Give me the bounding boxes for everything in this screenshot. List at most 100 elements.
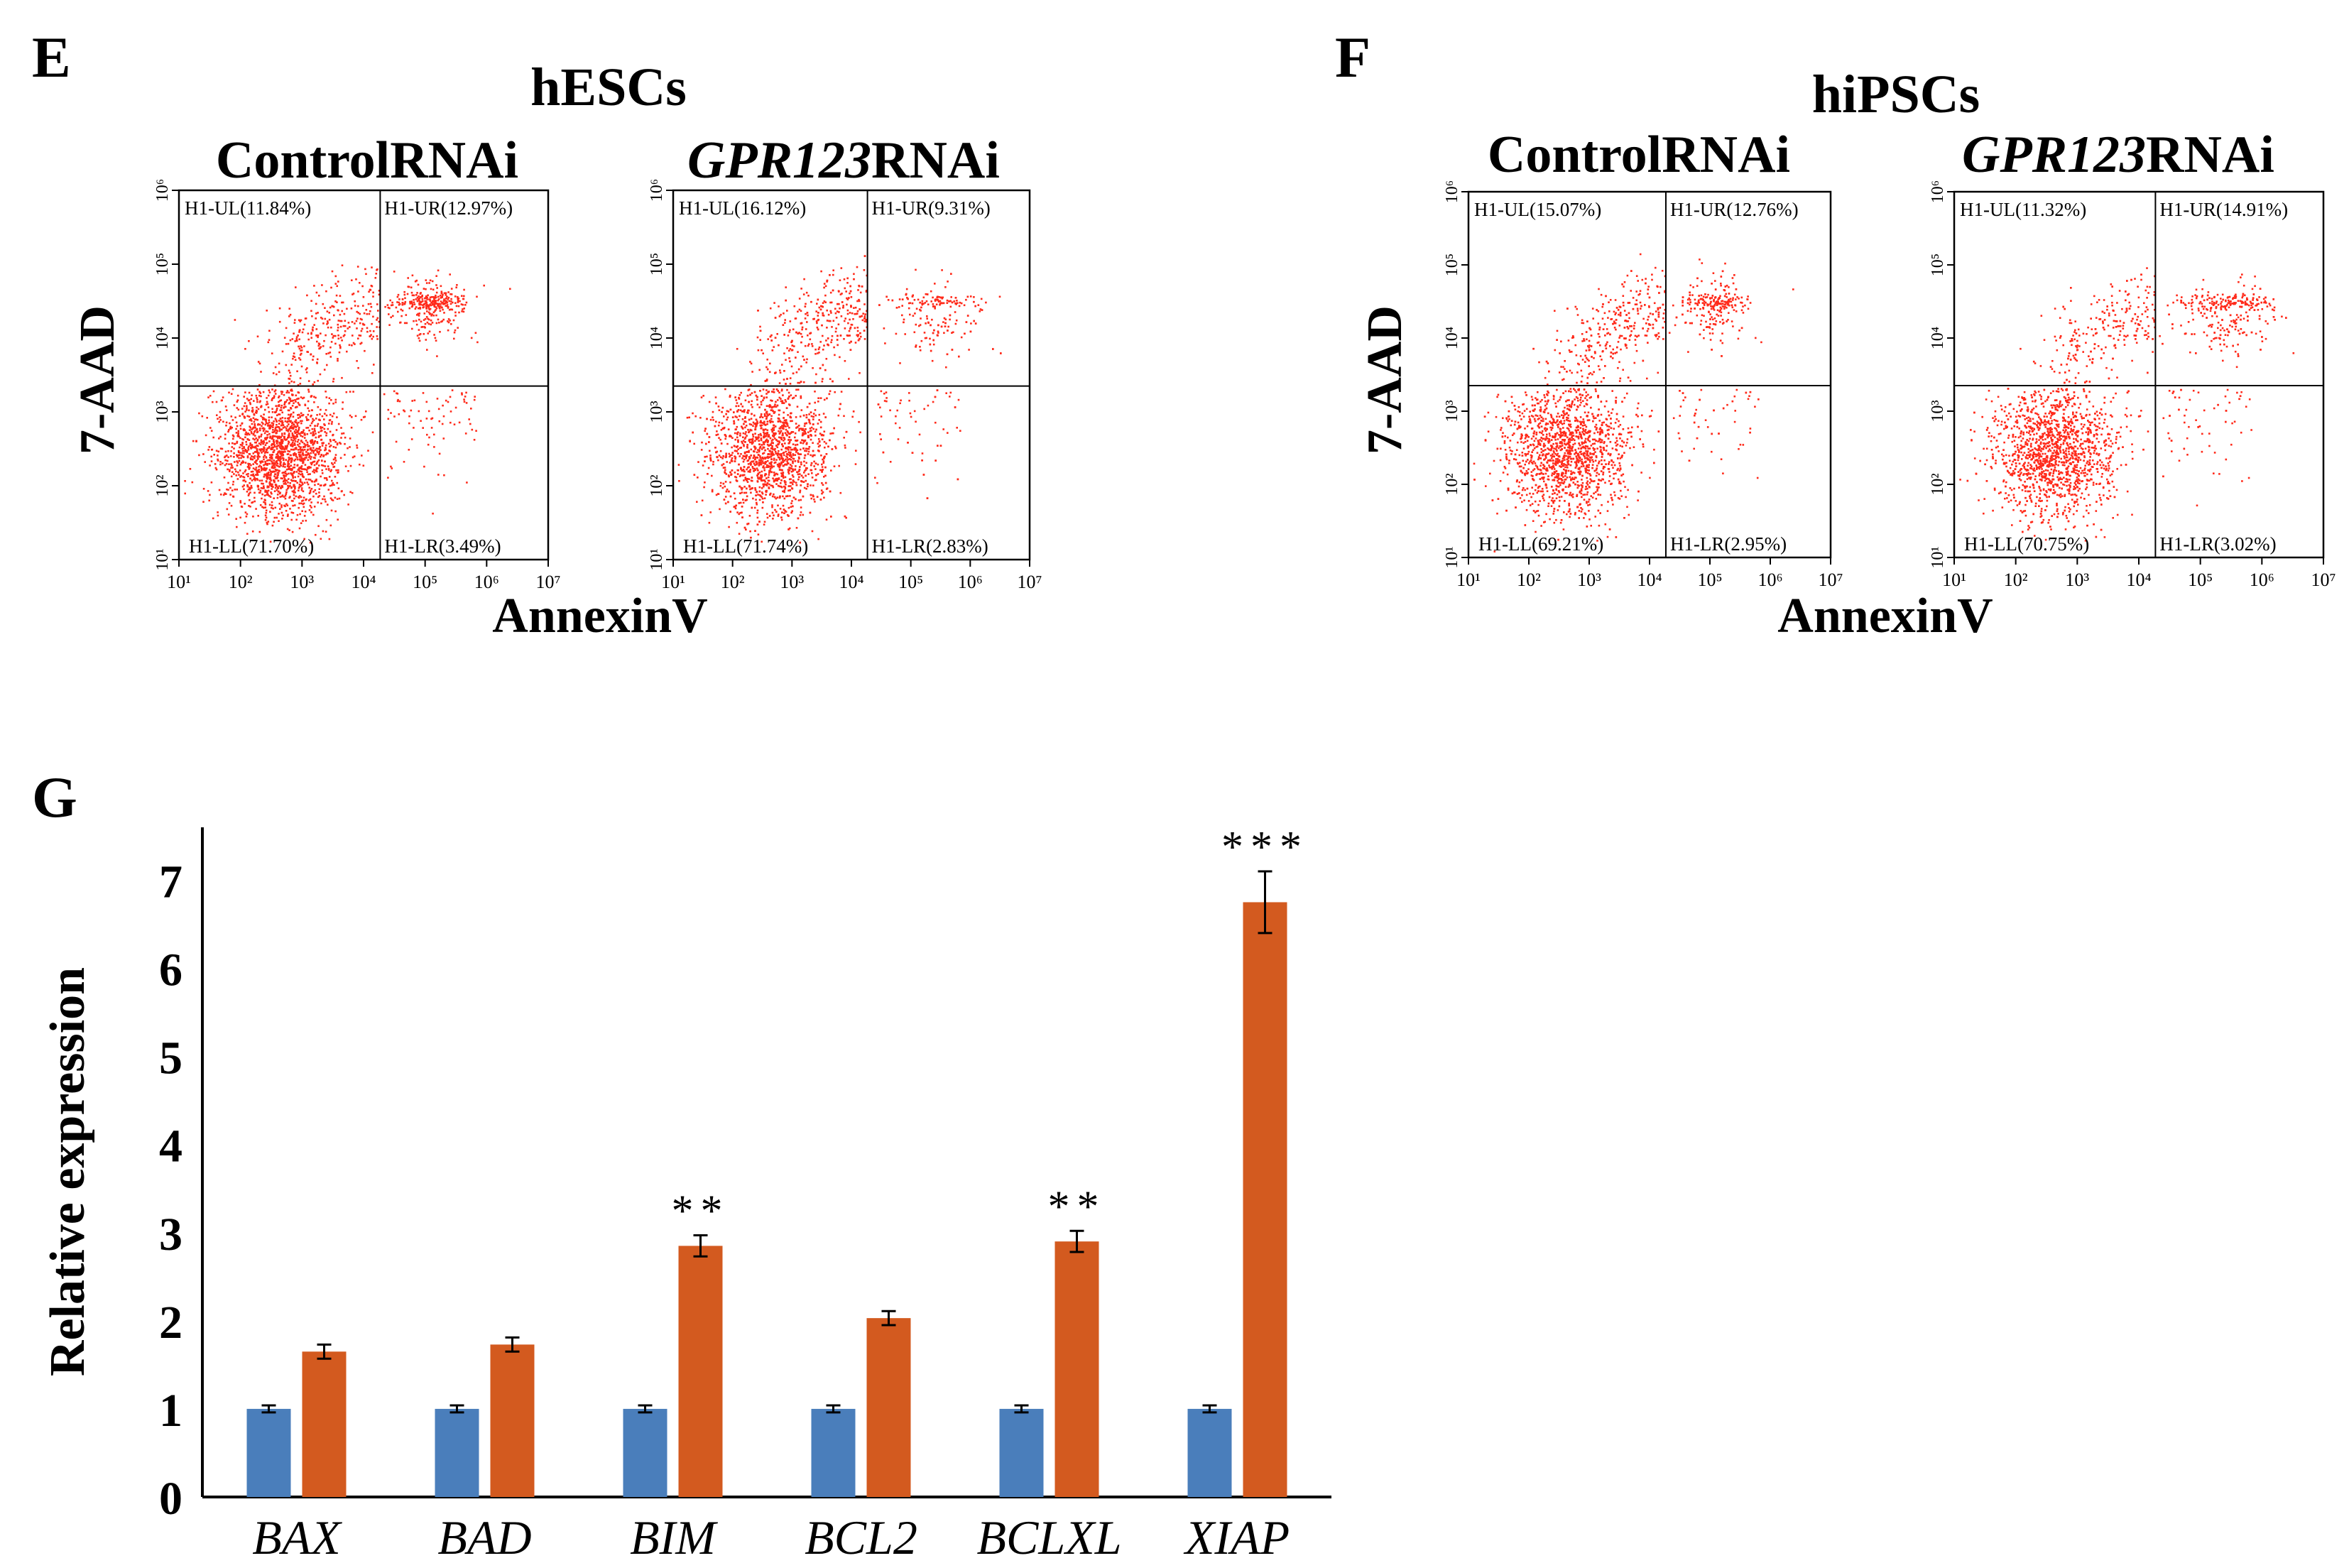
event-dot — [770, 399, 772, 402]
event-dot — [857, 289, 859, 291]
event-dot — [252, 437, 254, 440]
event-dot — [237, 430, 239, 432]
event-dot — [716, 493, 719, 495]
event-dot — [245, 431, 247, 434]
event-dot — [285, 364, 288, 366]
event-dot — [746, 444, 748, 446]
event-dot — [281, 446, 284, 449]
event-dot — [778, 442, 780, 445]
event-dot — [271, 462, 273, 464]
event-dot — [418, 295, 420, 298]
event-dot — [426, 433, 428, 436]
event-dot — [751, 439, 754, 442]
event-dot — [276, 409, 278, 411]
event-dot — [225, 421, 228, 424]
event-dot — [949, 396, 951, 398]
event-dot — [252, 463, 254, 465]
event-dot — [782, 445, 784, 447]
event-dot — [263, 458, 265, 461]
event-dot — [785, 458, 787, 461]
event-dot — [842, 306, 844, 309]
event-dot — [210, 455, 212, 458]
event-dot — [295, 455, 298, 457]
event-dot — [296, 425, 299, 428]
event-dot — [280, 436, 282, 438]
event-dot — [293, 491, 295, 494]
event-dot — [407, 285, 410, 288]
event-dot — [782, 394, 784, 396]
event-dot — [248, 445, 250, 447]
event-dot — [305, 454, 307, 457]
event-dot — [351, 456, 354, 459]
event-dot — [336, 443, 339, 446]
event-dot — [320, 484, 322, 486]
event-dot — [790, 341, 792, 344]
event-dot — [243, 447, 246, 450]
event-dot — [889, 409, 891, 412]
event-dot — [718, 437, 720, 439]
event-dot — [462, 310, 465, 313]
event-dot — [289, 374, 292, 377]
event-dot — [725, 490, 728, 493]
event-dot — [821, 324, 823, 327]
event-dot — [264, 408, 266, 411]
event-dot — [463, 401, 466, 403]
event-dot — [228, 442, 230, 445]
event-dot — [765, 389, 768, 391]
event-dot — [280, 440, 283, 442]
event-dot — [794, 432, 797, 435]
event-dot — [779, 437, 782, 439]
event-dot — [776, 463, 779, 466]
event-dot — [774, 317, 777, 319]
event-dot — [398, 413, 400, 415]
event-dot — [800, 484, 802, 486]
event-dot — [326, 479, 328, 481]
event-dot — [290, 443, 293, 445]
event-dot — [772, 420, 774, 423]
event-dot — [778, 409, 780, 412]
event-dot — [423, 319, 425, 321]
event-dot — [805, 469, 807, 471]
event-dot — [804, 344, 807, 347]
event-dot — [447, 306, 449, 308]
event-dot — [290, 469, 293, 471]
event-dot — [244, 503, 246, 505]
event-dot — [770, 455, 773, 458]
event-dot — [263, 428, 266, 430]
event-dot — [312, 420, 314, 423]
event-dot — [307, 483, 310, 486]
event-dot — [440, 297, 442, 299]
event-dot — [790, 449, 792, 451]
event-dot — [775, 483, 778, 485]
flow-plot-e-gpr123: H1-UL(16.12%) H1-UR(9.31%)H1-LL(71.74%) H1… — [648, 179, 1042, 592]
event-dot — [814, 353, 817, 355]
event-dot — [276, 373, 278, 376]
event-dot — [300, 319, 303, 322]
event-dot — [751, 506, 753, 509]
event-dot — [469, 423, 472, 425]
event-dot — [817, 348, 820, 351]
event-dot — [761, 491, 763, 494]
event-dot — [803, 425, 806, 428]
event-dot — [329, 413, 332, 416]
event-dot — [773, 465, 775, 468]
event-dot — [781, 364, 783, 366]
event-dot — [908, 302, 910, 305]
event-dot — [292, 467, 295, 469]
event-dot — [746, 445, 748, 448]
event-dot — [957, 478, 959, 481]
event-dot — [284, 450, 286, 453]
event-dot — [792, 372, 795, 375]
event-dot — [261, 487, 264, 489]
event-dot — [339, 295, 342, 297]
event-dot — [821, 482, 823, 484]
event-dot — [446, 304, 449, 306]
event-dot — [280, 464, 282, 467]
event-dot — [329, 306, 332, 309]
event-dot — [764, 424, 767, 426]
event-dot — [281, 417, 284, 419]
event-dot — [807, 473, 810, 475]
event-dot — [801, 335, 803, 338]
event-dot — [828, 320, 830, 322]
event-dot — [299, 320, 301, 322]
